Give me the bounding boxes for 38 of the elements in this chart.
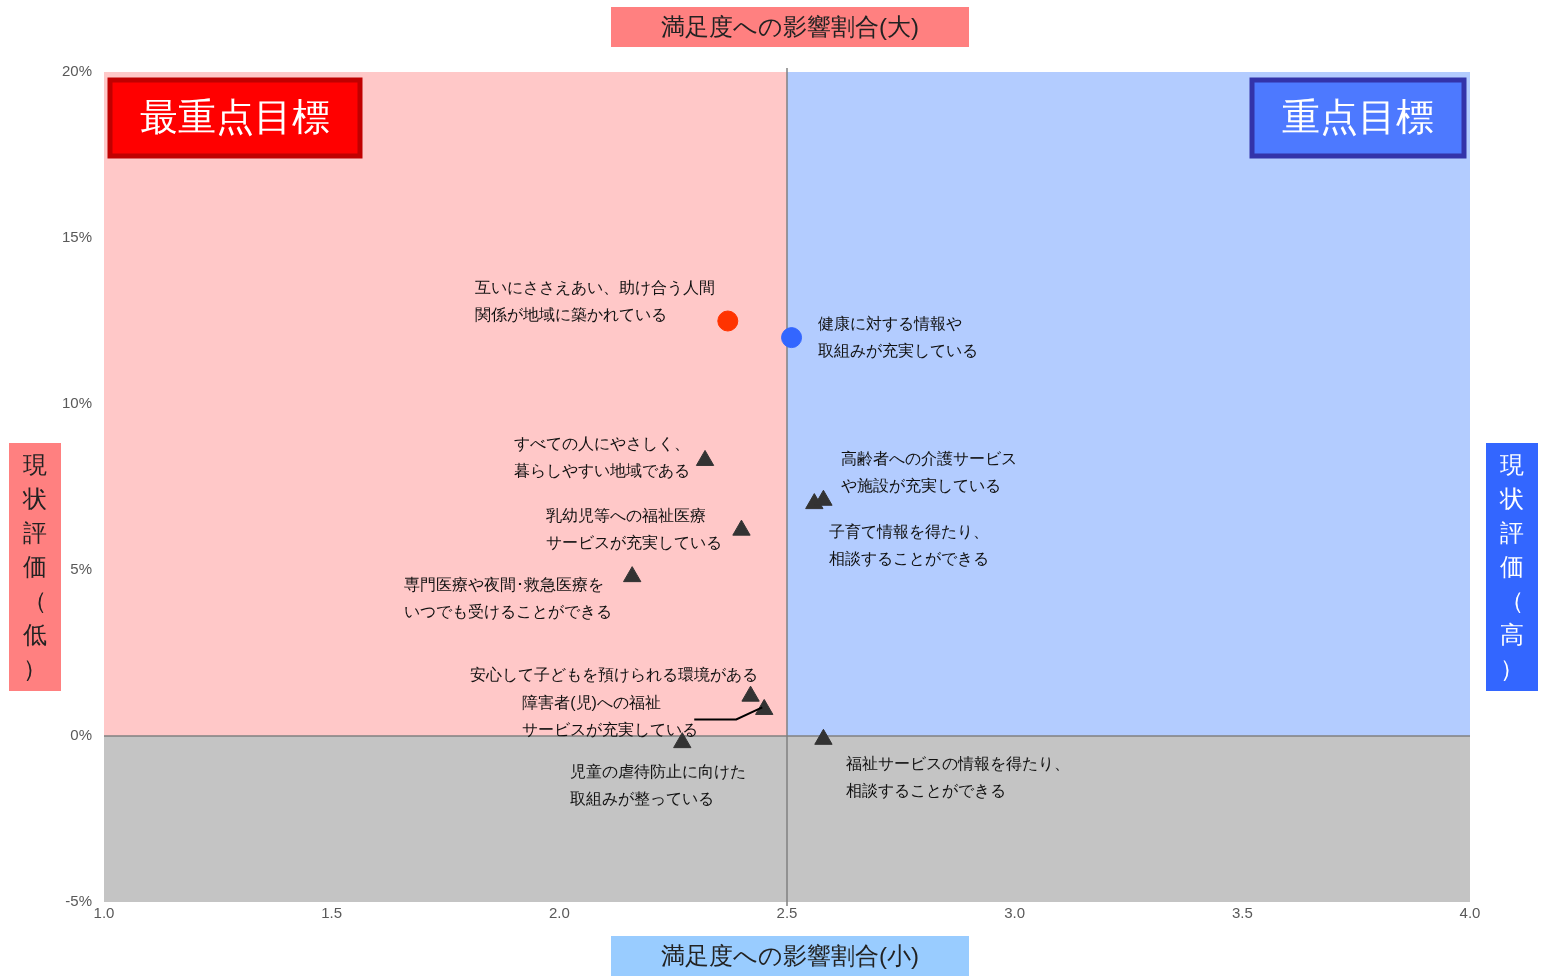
point [623, 566, 642, 583]
point [755, 698, 774, 715]
x-tick-label: 3.0 [1004, 904, 1026, 922]
point [732, 519, 751, 536]
text: 障害者(児)への福祉サービスが充実している [522, 693, 699, 738]
y-axis-title: 現状評価（低） [23, 450, 47, 684]
y-tick-label: 5% [70, 560, 92, 578]
series-label: 健康に対する情報や取組みが充実している [817, 315, 978, 360]
y-tick-label: 0% [70, 726, 92, 744]
series-label: 専門医療や夜間･救急医療をいつでも受けることができる [404, 576, 613, 621]
point [781, 327, 803, 349]
point [695, 449, 715, 466]
series-label: 高齢者への介護サービスや施設が充実している [841, 449, 1018, 494]
x-axis-title: 満足度への影響割合(小) [611, 936, 969, 976]
y-tick-label: 20% [61, 62, 92, 80]
y-tick-label: 10% [61, 394, 92, 412]
text: 満足度への影響割合(大) [611, 7, 969, 47]
band-label: 重点目標 [1282, 96, 1434, 139]
series-label: すべての人にやさしく、暮らしやすい地域である [514, 434, 691, 479]
series-label: 乳幼児等への福祉医療サービスが充実している [546, 506, 723, 551]
series-label: 互いにささえあい、助け合う人間関係が地域に築かれている [474, 279, 715, 324]
y2-axis-title: 現状評価（高） [1500, 450, 1524, 684]
point [741, 685, 760, 702]
x-tick-label: 2.0 [548, 904, 570, 922]
x-tick-label: 1.5 [321, 904, 343, 922]
x-tick-label: 1.0 [93, 904, 115, 922]
band-label: 最重点目標 [140, 96, 330, 139]
x-tick-label: 4.0 [1459, 904, 1481, 922]
point [717, 310, 739, 332]
x-tick-label: 3.5 [1231, 904, 1253, 922]
y-tick-label: -5% [65, 892, 92, 910]
series-label: 福祉サービスの情報を得たり、相談することができる [846, 754, 1071, 799]
x-tick-label: 2.5 [776, 904, 798, 922]
series-label: 子育て情報を得たり、相談することができる [829, 523, 990, 568]
text: 児童の虐待防止に向けた取組みが整っている [570, 763, 747, 808]
point [814, 728, 833, 745]
y-tick-label: 15% [61, 228, 92, 246]
series-label: 安心して子どもを預けられる環境がある [469, 665, 758, 683]
